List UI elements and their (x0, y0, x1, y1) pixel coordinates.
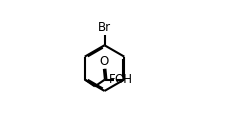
Text: O: O (99, 55, 109, 68)
Text: OH: OH (114, 73, 132, 86)
Text: F: F (109, 73, 115, 86)
Text: Br: Br (98, 21, 111, 34)
